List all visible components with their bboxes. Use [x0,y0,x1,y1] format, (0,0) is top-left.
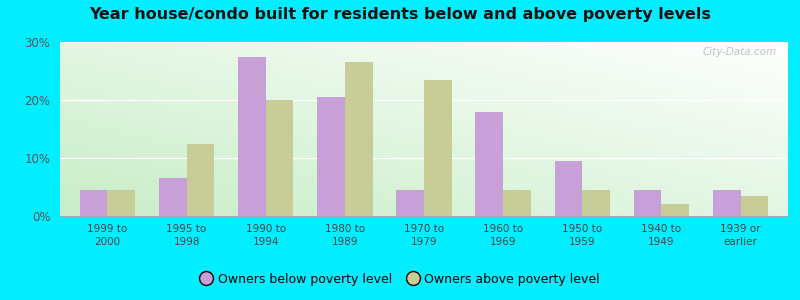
Bar [554,161,582,216]
Bar [582,190,610,216]
Bar [475,112,503,216]
Bar [317,97,345,216]
Bar [107,190,135,216]
Bar [713,190,741,216]
Text: Year house/condo built for residents below and above poverty levels: Year house/condo built for residents bel… [89,8,711,22]
Bar [634,190,662,216]
Bar [80,190,107,216]
Bar [424,80,452,216]
Bar [741,196,768,216]
Bar [238,56,266,216]
Bar [266,100,294,216]
Text: City-Data.com: City-Data.com [703,47,777,57]
Bar [159,178,186,216]
Bar [662,204,689,216]
Bar [396,190,424,216]
Bar [345,62,373,216]
Bar [503,190,531,216]
Bar [186,143,214,216]
Legend: Owners below poverty level, Owners above poverty level: Owners below poverty level, Owners above… [195,268,605,291]
